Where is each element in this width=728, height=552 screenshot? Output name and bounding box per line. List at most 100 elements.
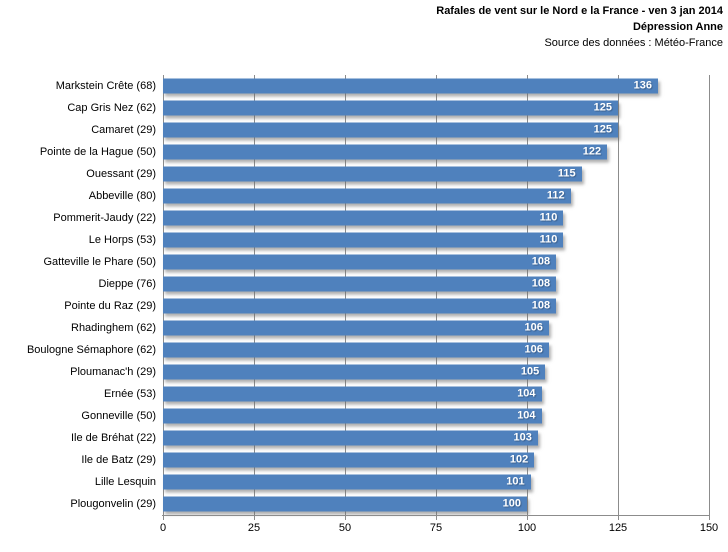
bar-track: 108 xyxy=(163,251,709,273)
bar-track: 110 xyxy=(163,229,709,251)
category-label: Ploumanac'h (29) xyxy=(70,366,156,378)
axis-tick-100 xyxy=(527,515,528,520)
x-axis-label-100: 100 xyxy=(517,522,537,534)
bar-row: Camaret (29) 125 xyxy=(0,119,709,141)
bar-track: 110 xyxy=(163,207,709,229)
bar: 108 xyxy=(163,298,557,314)
bar-rows-container: Markstein Crête (68) 136 Cap Gris Nez (62)… xyxy=(0,75,709,515)
bar: 106 xyxy=(163,320,549,336)
gridline-125 xyxy=(618,75,619,515)
bar: 110 xyxy=(163,232,564,248)
gridline-50 xyxy=(345,75,346,515)
bar-track: 108 xyxy=(163,295,709,317)
value-label: 125 xyxy=(593,101,612,114)
value-label: 136 xyxy=(633,79,653,92)
axis-tick-150 xyxy=(709,515,710,520)
value-label: 104 xyxy=(517,387,536,400)
x-axis-label-50: 50 xyxy=(338,522,352,534)
bar: 100 xyxy=(163,496,527,512)
category-label: Rhadinghem (62) xyxy=(71,322,156,334)
value-label: 122 xyxy=(582,145,602,158)
axis-tick-75 xyxy=(436,515,437,520)
category-label: Plougonvelin (29) xyxy=(70,498,156,510)
category-label: Ile de Bréhat (22) xyxy=(71,432,156,444)
value-label: 108 xyxy=(531,277,551,290)
bar-row: Gatteville le Phare (50) 108 xyxy=(0,251,709,273)
value-label: 104 xyxy=(517,409,536,422)
x-axis-line xyxy=(162,515,710,516)
category-label: Ernée (53) xyxy=(104,388,156,400)
x-axis-label-75: 75 xyxy=(429,522,443,534)
bar-track: 101 xyxy=(163,471,709,493)
bar-track: 103 xyxy=(163,427,709,449)
bar-row: Lille Lesquin 101 xyxy=(0,471,709,493)
bar-row: Ouessant (29) 115 xyxy=(0,163,709,185)
category-label: Cap Gris Nez (62) xyxy=(67,102,156,114)
bar-track: 104 xyxy=(163,405,709,427)
category-label: Boulogne Sémaphore (62) xyxy=(26,344,156,356)
bar-track: 108 xyxy=(163,273,709,295)
category-label: Pommerit-Jaudy (22) xyxy=(53,212,156,224)
value-label: 108 xyxy=(531,255,551,268)
bar-track: 115 xyxy=(163,163,709,185)
chart-title-block: Rafales de vent sur le Nord e la France … xyxy=(436,3,723,51)
value-label: 103 xyxy=(513,431,532,444)
bar: 104 xyxy=(163,386,542,402)
bar-row: Pointe de la Hague (50) 122 xyxy=(0,141,709,163)
bar-track: 104 xyxy=(163,383,709,405)
category-label: Abbeville (80) xyxy=(88,190,156,202)
value-label: 100 xyxy=(502,497,521,510)
axis-tick-0 xyxy=(163,515,164,520)
bar: 115 xyxy=(163,166,582,182)
bar-track: 125 xyxy=(163,119,709,141)
value-label: 125 xyxy=(593,123,612,136)
value-label: 110 xyxy=(539,211,558,224)
bar-row: Markstein Crête (68) 136 xyxy=(0,75,709,97)
bar: 125 xyxy=(163,100,618,116)
bar-track: 102 xyxy=(163,449,709,471)
category-label: Pointe du Raz (29) xyxy=(64,300,156,312)
bar-row: Boulogne Sémaphore (62) 106 xyxy=(0,339,709,361)
bar-row: Plougonvelin (29) 100 xyxy=(0,493,709,515)
value-label: 108 xyxy=(531,299,551,312)
gridline-75 xyxy=(436,75,437,515)
bar-row: Abbeville (80) 112 xyxy=(0,185,709,207)
value-label: 106 xyxy=(524,321,543,334)
bar-row: Le Horps (53) 110 xyxy=(0,229,709,251)
bar-row: Dieppe (76) 108 xyxy=(0,273,709,295)
x-axis-label-125: 125 xyxy=(608,522,628,534)
bar-row: Pointe du Raz (29) 108 xyxy=(0,295,709,317)
bar-row: Rhadinghem (62) 106 xyxy=(0,317,709,339)
axis-tick-125 xyxy=(618,515,619,520)
bar: 105 xyxy=(163,364,546,380)
bar-track: 105 xyxy=(163,361,709,383)
category-label: Lille Lesquin xyxy=(94,476,156,488)
category-label: Ouessant (29) xyxy=(86,168,156,180)
bar-row: Ile de Batz (29) 102 xyxy=(0,449,709,471)
gridline-0 xyxy=(163,75,164,515)
value-label: 102 xyxy=(509,453,529,466)
value-label: 106 xyxy=(524,343,543,356)
value-label: 105 xyxy=(520,365,540,378)
bar-track: 122 xyxy=(163,141,709,163)
bar: 101 xyxy=(163,474,531,490)
gridline-25 xyxy=(254,75,255,515)
gridline-150 xyxy=(709,75,710,515)
chart-title: Rafales de vent sur le Nord e la France … xyxy=(436,5,723,17)
bar: 122 xyxy=(163,144,608,160)
bar-track: 106 xyxy=(163,339,709,361)
bar: 106 xyxy=(163,342,549,358)
x-axis-label-0: 0 xyxy=(159,522,167,534)
axis-tick-25 xyxy=(254,515,255,520)
category-label: Pointe de la Hague (50) xyxy=(39,146,156,158)
bar-track: 136 xyxy=(163,75,709,97)
x-axis-label-25: 25 xyxy=(247,522,261,534)
bar-track: 125 xyxy=(163,97,709,119)
x-axis-label-150: 150 xyxy=(699,522,719,534)
gridline-100 xyxy=(527,75,528,515)
bar: 110 xyxy=(163,210,564,226)
axis-tick-50 xyxy=(345,515,346,520)
bar: 104 xyxy=(163,408,542,424)
